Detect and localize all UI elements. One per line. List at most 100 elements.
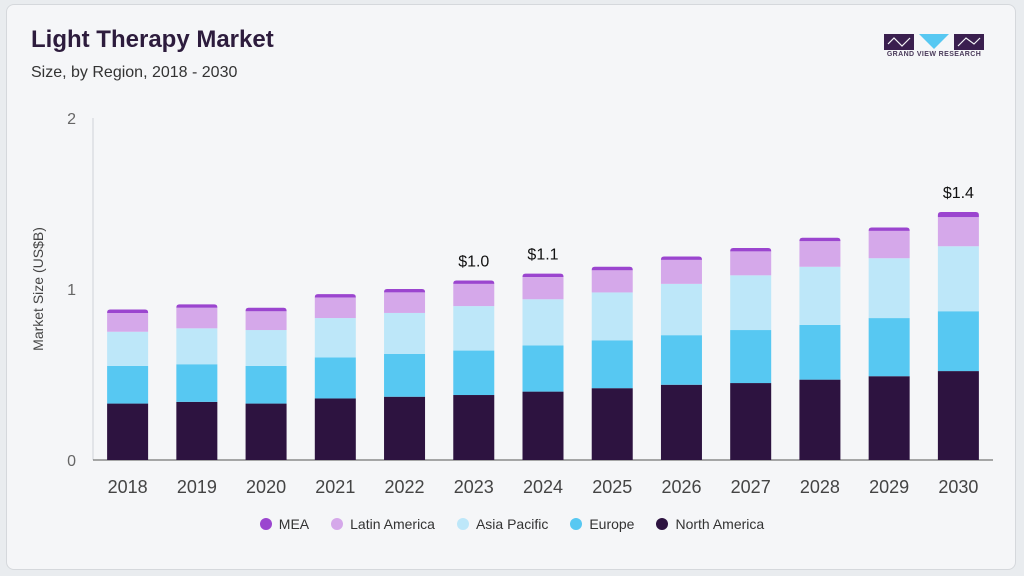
legend-label: North America — [675, 516, 765, 532]
bar-segment — [384, 289, 426, 293]
bar-segment — [314, 318, 356, 358]
bar-segment — [937, 311, 979, 372]
legend-item: Latin America — [331, 516, 435, 532]
y-tick-label: 2 — [67, 111, 76, 128]
x-tick-label: 2022 — [385, 477, 425, 497]
legend-swatch — [259, 518, 272, 530]
bar-segment — [591, 340, 633, 389]
bar-segment — [730, 247, 772, 252]
legend-swatch — [456, 518, 469, 530]
legend-item: Europe — [570, 516, 634, 532]
x-tick-label: 2028 — [800, 477, 840, 497]
legend-label: Asia Pacific — [475, 516, 549, 532]
x-tick-label: 2024 — [523, 477, 563, 497]
bar-segment — [868, 376, 910, 460]
bar-segment — [591, 388, 633, 460]
bar-segment — [868, 318, 910, 377]
bar-segment — [591, 266, 633, 271]
bar-segment — [453, 306, 495, 351]
bar-segment — [660, 256, 702, 260]
x-tick-label: 2029 — [869, 477, 909, 497]
bar-segment — [453, 280, 495, 284]
chart-legend: MEA Latin America Asia Pacific Europe North … — [0, 516, 1024, 532]
x-tick-label: 2023 — [454, 477, 494, 497]
bar-segment — [314, 357, 356, 399]
bar-segment — [660, 283, 702, 336]
bar-segment — [591, 292, 633, 341]
x-tick-label: 2025 — [592, 477, 632, 497]
bar-segment — [730, 330, 772, 384]
legend-item: North America — [656, 516, 764, 532]
x-tick-label: 2027 — [731, 477, 771, 497]
bar-segment — [107, 312, 149, 332]
bar-segment — [176, 328, 218, 365]
bar-segment — [176, 307, 218, 329]
bar-segment — [245, 330, 287, 366]
legend-label: Europe — [589, 516, 635, 532]
data-label: $1.4 — [943, 185, 974, 202]
legend-item: MEA — [259, 516, 310, 532]
bar-segment — [522, 273, 564, 278]
bar-segment — [384, 353, 426, 397]
bar-segment — [314, 398, 356, 460]
x-tick-label: 2018 — [108, 477, 148, 497]
bar-segment — [107, 365, 149, 404]
bar-segment — [522, 391, 564, 460]
legend-swatch — [331, 518, 344, 530]
bar-segment — [660, 259, 702, 284]
bar-segment — [245, 403, 287, 460]
bar-segment — [453, 395, 495, 460]
bar-segment — [799, 241, 841, 267]
bar-segment — [660, 335, 702, 385]
x-tick-label: 2020 — [246, 477, 286, 497]
bar-segment — [314, 297, 356, 319]
bar-segment — [868, 227, 910, 231]
legend-swatch — [570, 518, 583, 530]
bar-segment — [107, 309, 149, 313]
y-tick-label: 1 — [67, 282, 76, 299]
bar-segment — [453, 350, 495, 396]
chart-subtitle: Size, by Region, 2018 - 2030 — [31, 64, 238, 81]
bar-segment — [868, 230, 910, 259]
x-tick-label: 2019 — [177, 477, 217, 497]
bar-segment — [937, 246, 979, 312]
bar-segment — [245, 365, 287, 404]
bar-segment — [937, 212, 979, 218]
chart-title: Light Therapy Market — [31, 26, 274, 53]
logo-text: GRAND VIEW RESEARCH — [886, 51, 982, 58]
bar-segment — [522, 299, 564, 346]
bar-segment — [937, 217, 979, 247]
bar-segment — [314, 294, 356, 298]
bar-segment — [730, 251, 772, 276]
bar-segment — [176, 304, 218, 308]
bar-segment — [384, 312, 426, 354]
data-label: $1.0 — [458, 253, 489, 270]
y-tick-label: 0 — [67, 453, 76, 470]
y-axis-label: Market Size (US$B) — [30, 227, 46, 351]
chart-card — [6, 4, 1016, 570]
bar-segment — [730, 275, 772, 331]
legend-swatch — [656, 518, 669, 530]
x-tick-label: 2026 — [661, 477, 701, 497]
bar-segment — [730, 383, 772, 460]
bar-segment — [384, 396, 426, 460]
bar-segment — [522, 345, 564, 392]
data-label: $1.1 — [527, 247, 558, 264]
bar-segment — [176, 364, 218, 402]
bar-segment — [245, 311, 287, 331]
legend-item: Asia Pacific — [456, 516, 549, 532]
bar-segment — [384, 292, 426, 313]
bar-segment — [522, 277, 564, 300]
bar-segment — [245, 307, 287, 312]
legend-label: Latin America — [350, 516, 435, 532]
bar-segment — [799, 324, 841, 380]
bar-segment — [453, 283, 495, 307]
bar-segment — [937, 371, 979, 460]
legend-label: MEA — [278, 516, 310, 532]
grand-view-research-logo — [884, 34, 984, 50]
bar-segment — [107, 331, 149, 366]
bar-segment — [799, 266, 841, 325]
bar-segment — [799, 237, 841, 242]
bar-segment — [107, 403, 149, 460]
